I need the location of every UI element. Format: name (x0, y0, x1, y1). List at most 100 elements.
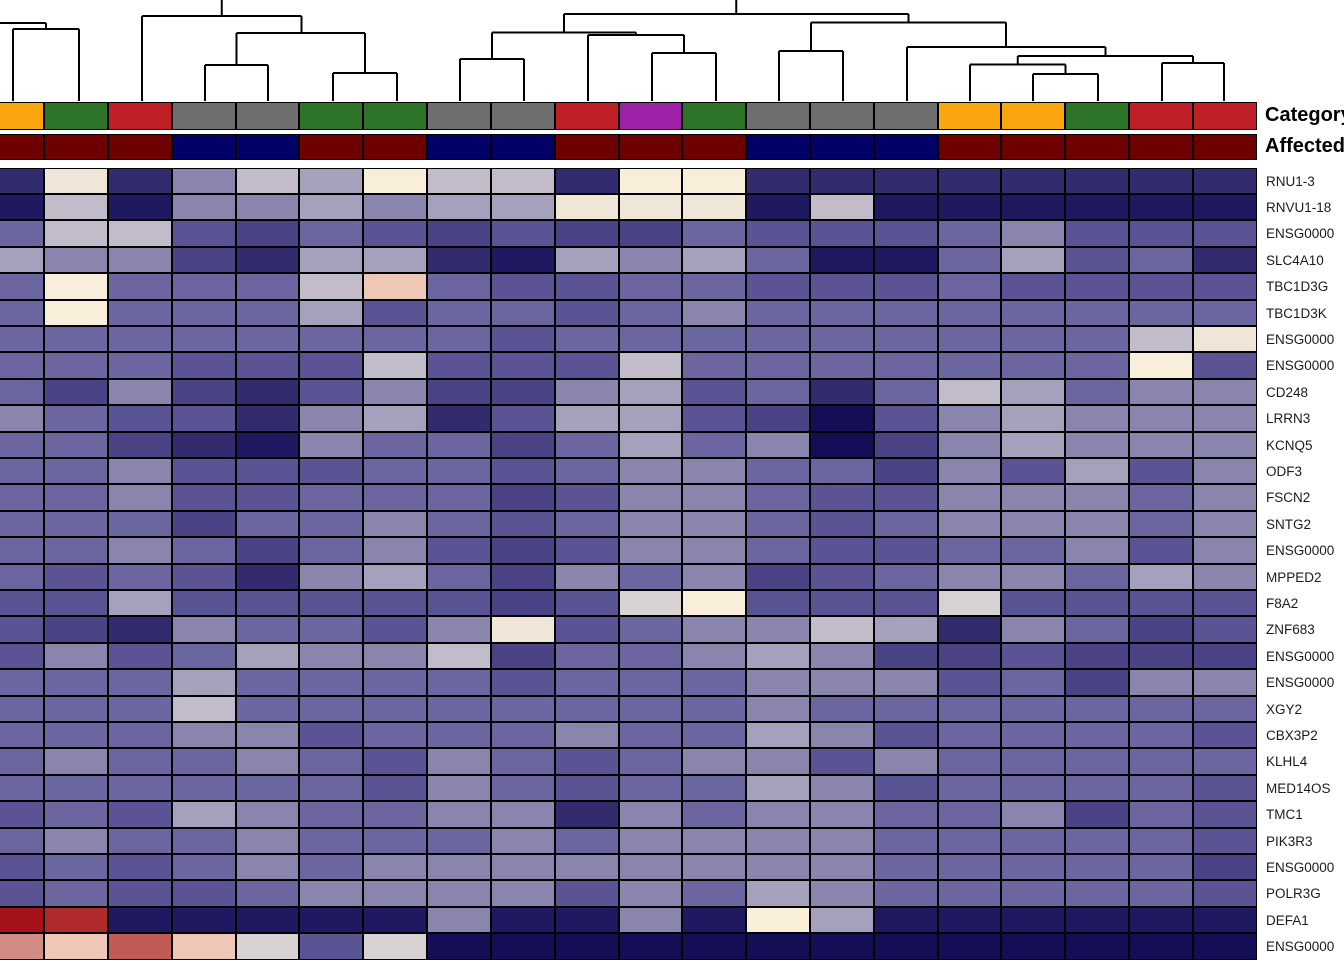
heatmap-cell (874, 220, 938, 247)
heatmap-cell (491, 484, 555, 511)
heatmap-cell (236, 564, 299, 590)
heatmap-cell (1065, 432, 1129, 458)
category-annotation-cell (810, 102, 874, 130)
heatmap-cell (0, 194, 44, 220)
heatmap-cell (1193, 326, 1257, 352)
heatmap-cell (1065, 854, 1129, 880)
heatmap-cell (555, 484, 619, 511)
heatmap-cell (236, 880, 299, 907)
heatmap-cell (0, 168, 44, 194)
heatmap-cell (236, 432, 299, 458)
heatmap-cell (491, 775, 555, 801)
affected-annotation-label: Affected (1265, 135, 1344, 157)
heatmap-cell (236, 590, 299, 616)
heatmap-cell (874, 643, 938, 669)
heatmap-cell (363, 854, 427, 880)
heatmap-cell (874, 379, 938, 405)
row-label: RNVU1-18 (1266, 199, 1332, 215)
heatmap-cell (810, 722, 874, 748)
row-label: MPPED2 (1266, 569, 1322, 585)
heatmap-cell (810, 854, 874, 880)
heatmap-cell (363, 590, 427, 616)
heatmap-cell (682, 854, 746, 880)
heatmap-cell (938, 696, 1001, 722)
heatmap-cell (44, 300, 108, 326)
heatmap-cell (555, 775, 619, 801)
heatmap-cell (682, 696, 746, 722)
heatmap-cell (1193, 405, 1257, 432)
heatmap-cell (427, 775, 491, 801)
heatmap-cell (44, 326, 108, 352)
heatmap-cell (491, 801, 555, 828)
heatmap-cell (1129, 564, 1193, 590)
heatmap-cell (682, 537, 746, 564)
heatmap-cell (1001, 326, 1065, 352)
heatmap-cell (1001, 880, 1065, 907)
heatmap-cell (874, 616, 938, 643)
heatmap-cell (108, 273, 172, 300)
heatmap-cell (746, 616, 810, 643)
heatmap-cell (172, 564, 236, 590)
heatmap-cell (1193, 880, 1257, 907)
heatmap-cell (236, 300, 299, 326)
heatmap-cell (299, 854, 363, 880)
heatmap-cell (108, 379, 172, 405)
heatmap-cell (1001, 643, 1065, 669)
heatmap-cell (619, 379, 682, 405)
heatmap-cell (746, 168, 810, 194)
affected-annotation-cell (236, 134, 299, 160)
heatmap-cell (555, 458, 619, 484)
heatmap-cell (427, 405, 491, 432)
heatmap-cell (1001, 432, 1065, 458)
heatmap-cell (682, 168, 746, 194)
heatmap-cell (682, 458, 746, 484)
heatmap-cell (1193, 643, 1257, 669)
heatmap-cell (746, 696, 810, 722)
heatmap-cell (810, 511, 874, 537)
heatmap-cell (555, 907, 619, 933)
heatmap-cell (619, 775, 682, 801)
heatmap-cell (555, 194, 619, 220)
heatmap-cell (0, 564, 44, 590)
heatmap-cell (299, 484, 363, 511)
heatmap-cell (682, 220, 746, 247)
heatmap-cell (1193, 194, 1257, 220)
heatmap-cell (108, 458, 172, 484)
heatmap-cell (810, 880, 874, 907)
heatmap-cell (555, 696, 619, 722)
heatmap-cell (810, 405, 874, 432)
heatmap-cell (0, 432, 44, 458)
heatmap-cell (938, 775, 1001, 801)
heatmap-cell (1129, 933, 1193, 960)
heatmap-cell (44, 220, 108, 247)
row-label: ZNF683 (1266, 622, 1315, 637)
heatmap-cell (874, 696, 938, 722)
category-annotation-cell (363, 102, 427, 130)
heatmap-cell (1193, 933, 1257, 960)
heatmap-cell (1129, 405, 1193, 432)
heatmap-cell (938, 537, 1001, 564)
heatmap-cell (0, 775, 44, 801)
heatmap-cell (619, 722, 682, 748)
heatmap-cell (0, 696, 44, 722)
heatmap-cell (0, 880, 44, 907)
heatmap-cell (1001, 273, 1065, 300)
category-annotation-cell (1129, 102, 1193, 130)
heatmap-cell (427, 696, 491, 722)
row-label: DEFA1 (1266, 912, 1309, 928)
category-annotation-cell (427, 102, 491, 130)
heatmap-cell (427, 537, 491, 564)
heatmap-cell (938, 801, 1001, 828)
heatmap-cell (427, 854, 491, 880)
heatmap-cell (1001, 933, 1065, 960)
heatmap-cell (172, 933, 236, 960)
category-annotation-cell (299, 102, 363, 130)
heatmap-cell (938, 300, 1001, 326)
heatmap-cell (555, 880, 619, 907)
heatmap-cell (108, 352, 172, 379)
heatmap-cell (746, 273, 810, 300)
heatmap-cell (491, 352, 555, 379)
heatmap-cell (236, 511, 299, 537)
heatmap-cell (363, 511, 427, 537)
heatmap-cell (427, 643, 491, 669)
